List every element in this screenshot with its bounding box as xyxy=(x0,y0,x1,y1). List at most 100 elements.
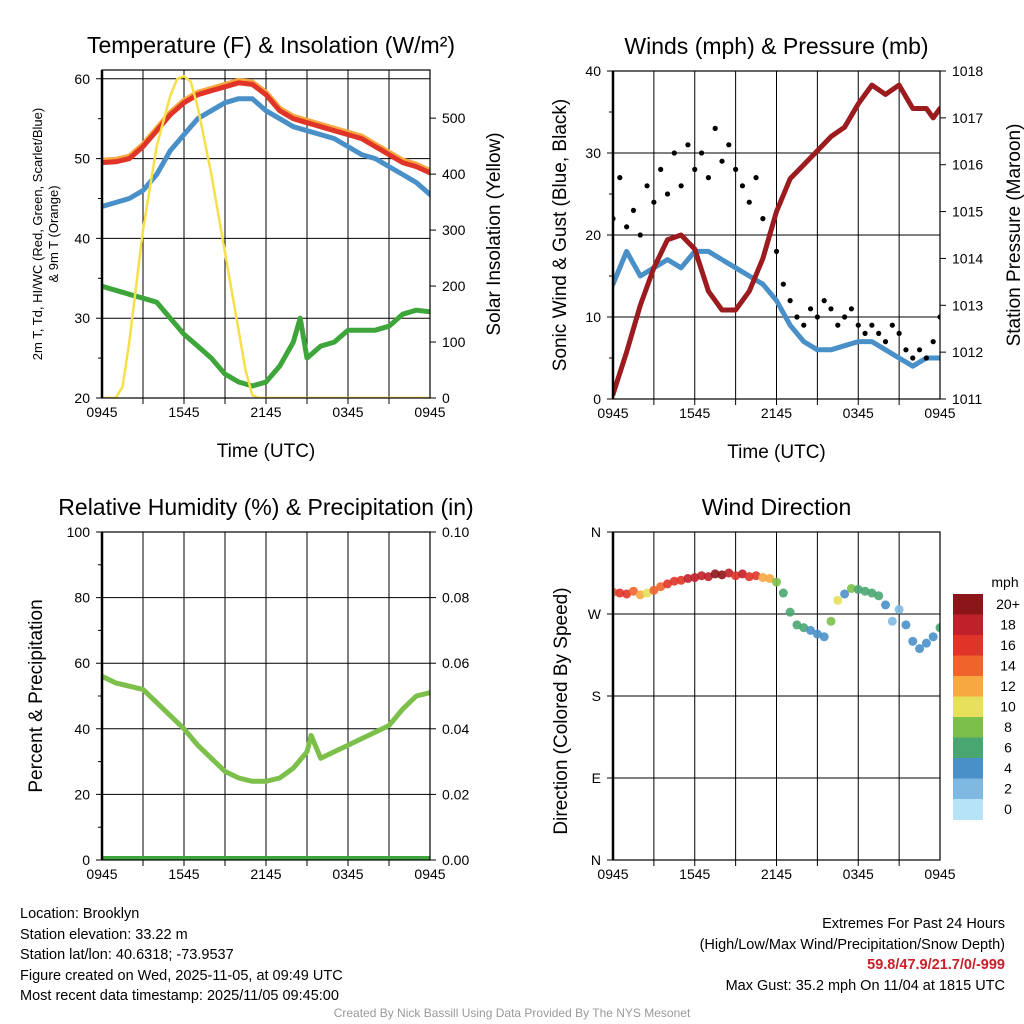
colorbar-label: 14 xyxy=(1000,658,1016,674)
direction-point xyxy=(710,569,720,579)
series-group xyxy=(102,74,430,398)
y-tick-label: 0 xyxy=(82,852,90,868)
colorbar-label: 20+ xyxy=(996,596,1020,612)
y-tick-label: 0 xyxy=(593,391,601,407)
direction-point xyxy=(799,623,809,633)
y-tick-label: 20 xyxy=(585,227,601,243)
sonic-wind-line xyxy=(613,248,940,369)
created-text: Figure created on Wed, 2025-11-05, at 09… xyxy=(20,967,343,984)
colorbar-swatch xyxy=(953,758,983,779)
series-group xyxy=(102,673,430,860)
direction-point xyxy=(887,616,897,626)
colorbar-swatch xyxy=(953,778,983,800)
gust-point xyxy=(780,281,786,287)
colorbar-label: 0 xyxy=(1004,801,1012,817)
chart-title: Temperature (F) & Insolation (W/m²) xyxy=(87,32,455,58)
td-line xyxy=(102,283,430,389)
right-y-tick-label: 1017 xyxy=(952,110,983,126)
gust-point xyxy=(794,314,800,320)
gust-point xyxy=(678,183,684,189)
x-tick-label: 2145 xyxy=(250,866,281,882)
gust-point xyxy=(807,306,814,312)
panel-3: 0 20 40 60 80 100 0.00 0.02 0.04 0.06 0.08 0.10 0945… xyxy=(26,494,474,882)
x-tick-label: 0945 xyxy=(924,866,955,882)
direction-point xyxy=(690,573,700,583)
right-y-tick-label: 0.02 xyxy=(442,786,469,802)
recent-data-text: Most recent data timestamp: 2025/11/05 0… xyxy=(20,988,339,1004)
direction-point xyxy=(833,595,843,605)
y-tick-label: 40 xyxy=(74,230,90,246)
gust-point xyxy=(719,158,725,164)
gust-point xyxy=(760,216,766,222)
relative-humidity-line xyxy=(102,673,430,784)
gust-point xyxy=(923,355,929,361)
gust-point xyxy=(896,330,902,336)
direction-point xyxy=(778,588,788,598)
y-tick-label: 20 xyxy=(74,390,90,406)
gust-point xyxy=(842,314,848,320)
colorbar-swatch xyxy=(953,676,983,697)
direction-point xyxy=(697,571,707,581)
gust-point xyxy=(814,314,820,320)
y-tick-label: 30 xyxy=(585,145,601,161)
x-tick-label: 2145 xyxy=(761,866,792,882)
colorbar-swatch xyxy=(953,717,983,738)
hi-wc-line xyxy=(102,96,430,209)
gust-point xyxy=(821,298,827,304)
x-tick-label: 0345 xyxy=(332,866,363,882)
station-pressure-line xyxy=(613,82,940,397)
gust-point xyxy=(617,175,623,181)
right-y-tick-label: 100 xyxy=(442,334,466,350)
right-y-tick-label: 1013 xyxy=(952,297,983,313)
colorbar-label: 6 xyxy=(1004,740,1012,756)
direction-point xyxy=(874,591,884,601)
right-y-tick-label: 1014 xyxy=(952,250,983,266)
2m-t-line xyxy=(102,80,430,176)
direction-point xyxy=(928,632,938,642)
x-tick-label: 1545 xyxy=(679,866,710,882)
direction-point xyxy=(921,638,931,648)
colorbar: mph 20+ 18 16 14 12 10 8 6 4 2 0 xyxy=(953,574,1020,820)
direction-point xyxy=(642,588,652,598)
colorbar-swatch xyxy=(953,594,983,615)
x-tick-label: 1545 xyxy=(679,405,710,421)
x-tick-label: 0945 xyxy=(86,866,117,882)
y-tick-label: 40 xyxy=(585,63,601,79)
right-y-tick-label: 0.08 xyxy=(442,590,469,606)
colorbar-label: 4 xyxy=(1004,760,1012,776)
direction-point xyxy=(758,573,768,583)
y-axis-label-line2: & 9m T (Orange) xyxy=(46,185,61,282)
direction-point xyxy=(860,586,870,596)
y-tick-label: 80 xyxy=(74,590,90,606)
extremes-values: 59.8/47.9/21.7/0/-999 xyxy=(867,957,1005,973)
gust-point xyxy=(664,191,671,197)
y-axis-label: Percent & Precipitation xyxy=(26,599,47,792)
gust-point xyxy=(930,339,936,345)
right-y-tick-label: 0.06 xyxy=(442,655,469,671)
right-y-tick-label: 1015 xyxy=(952,204,983,220)
x-axis-label: Time (UTC) xyxy=(217,441,316,462)
colorbar-label: 18 xyxy=(1000,617,1016,633)
direction-point xyxy=(785,607,795,617)
direction-point xyxy=(806,625,816,635)
direction-point xyxy=(840,589,850,599)
gust-point xyxy=(692,166,698,172)
x-tick-label: 2145 xyxy=(250,404,281,420)
direction-point xyxy=(935,623,940,633)
direction-point xyxy=(772,577,781,587)
gust-point xyxy=(624,224,630,230)
direction-point xyxy=(819,632,829,642)
gust-point xyxy=(644,183,650,189)
direction-point xyxy=(615,588,625,598)
y-tick-label: N xyxy=(591,524,601,540)
extremes-title: Extremes For Past 24 Hours xyxy=(822,916,1005,932)
gust-point xyxy=(698,150,705,156)
direction-point xyxy=(826,616,836,626)
series-group xyxy=(613,568,940,654)
max-gust-text: Max Gust: 35.2 mph On 11/04 at 1815 UTC xyxy=(725,977,1005,994)
elevation-text: Station elevation: 33.22 m xyxy=(20,926,188,943)
series-group xyxy=(613,82,940,397)
direction-point xyxy=(894,604,904,614)
